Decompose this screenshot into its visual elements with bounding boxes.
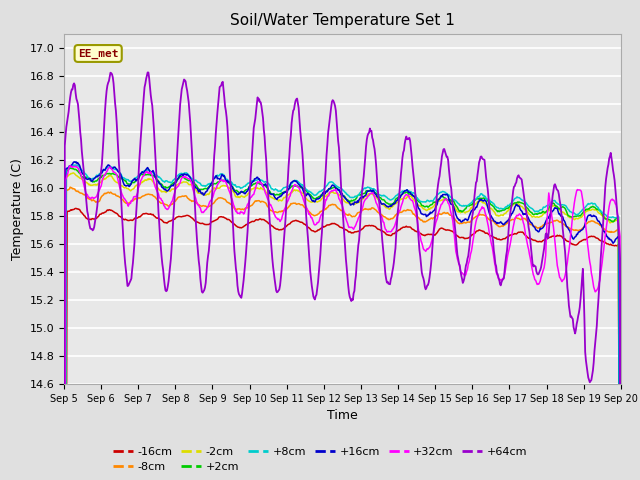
-16cm	[128, 217, 136, 223]
+16cm	[428, 210, 435, 216]
+16cm	[411, 195, 419, 201]
Line: +8cm: +8cm	[64, 165, 621, 480]
+32cm	[214, 181, 222, 187]
+64cm	[70, 81, 78, 86]
-16cm	[185, 213, 193, 219]
-8cm	[411, 212, 419, 218]
+16cm	[71, 159, 79, 165]
-16cm	[72, 205, 79, 211]
+2cm	[67, 165, 75, 171]
Line: -16cm: -16cm	[64, 208, 621, 480]
Line: +64cm: +64cm	[64, 72, 621, 480]
+8cm	[185, 172, 193, 178]
+2cm	[428, 202, 435, 207]
Line: +32cm: +32cm	[64, 166, 621, 480]
-8cm	[428, 215, 435, 221]
Legend: -16cm, -8cm, -2cm, +2cm, +8cm, +16cm, +32cm, +64cm: -16cm, -8cm, -2cm, +2cm, +8cm, +16cm, +3…	[108, 442, 532, 477]
+32cm	[71, 164, 79, 169]
-2cm	[128, 187, 136, 192]
+32cm	[128, 198, 136, 204]
+64cm	[428, 261, 435, 267]
+64cm	[411, 185, 419, 191]
+32cm	[185, 176, 193, 181]
+64cm	[185, 99, 193, 105]
+2cm	[185, 178, 193, 183]
-8cm	[71, 186, 79, 192]
+16cm	[128, 178, 136, 184]
Line: -2cm: -2cm	[64, 173, 621, 480]
+8cm	[411, 191, 419, 196]
-8cm	[67, 184, 74, 190]
+8cm	[71, 163, 79, 168]
-8cm	[214, 195, 222, 201]
+16cm	[70, 159, 78, 165]
+2cm	[128, 180, 136, 185]
+8cm	[128, 179, 136, 184]
Line: +2cm: +2cm	[64, 168, 621, 480]
+2cm	[71, 167, 79, 172]
Line: +16cm: +16cm	[64, 162, 621, 480]
+16cm	[214, 176, 222, 181]
-2cm	[428, 204, 435, 210]
+32cm	[67, 163, 74, 168]
+64cm	[127, 276, 135, 281]
+64cm	[144, 70, 152, 75]
-16cm	[411, 228, 419, 234]
+32cm	[428, 240, 435, 246]
-2cm	[411, 198, 419, 204]
X-axis label: Time: Time	[327, 409, 358, 422]
-16cm	[70, 206, 78, 212]
-8cm	[128, 197, 136, 203]
+16cm	[185, 173, 193, 179]
-16cm	[428, 231, 435, 237]
+2cm	[214, 179, 222, 185]
-2cm	[70, 170, 77, 176]
+2cm	[411, 194, 419, 200]
-2cm	[214, 185, 222, 191]
-8cm	[185, 196, 193, 202]
+8cm	[214, 173, 222, 179]
+8cm	[68, 162, 76, 168]
-2cm	[185, 181, 193, 187]
+32cm	[411, 206, 419, 212]
-2cm	[71, 171, 79, 177]
+64cm	[214, 102, 222, 108]
Y-axis label: Temperature (C): Temperature (C)	[11, 158, 24, 260]
Text: EE_met: EE_met	[78, 48, 118, 59]
-16cm	[214, 216, 222, 221]
Line: -8cm: -8cm	[64, 187, 621, 480]
+8cm	[428, 198, 435, 204]
Title: Soil/Water Temperature Set 1: Soil/Water Temperature Set 1	[230, 13, 455, 28]
